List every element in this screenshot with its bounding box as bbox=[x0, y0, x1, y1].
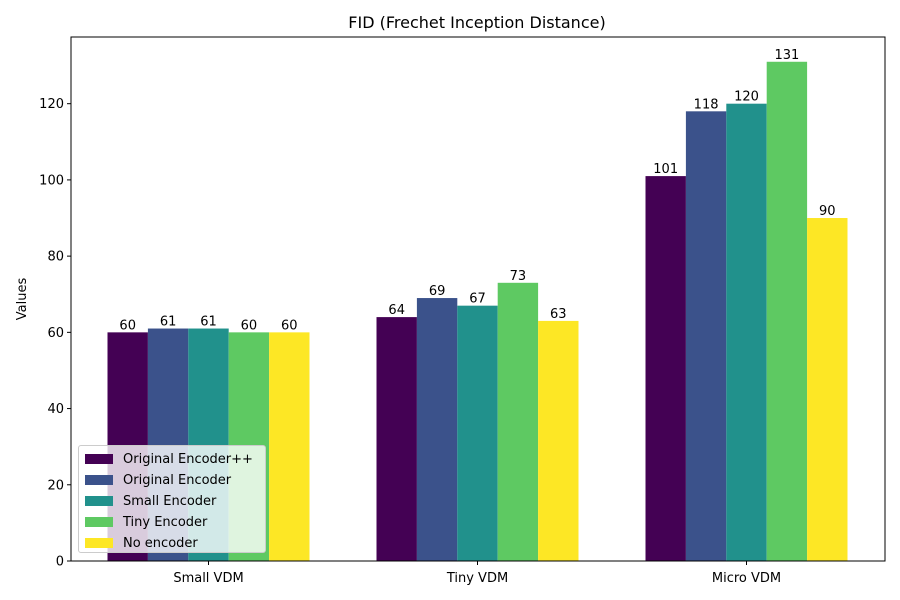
y-tick-label: 80 bbox=[47, 250, 64, 265]
y-axis-label: Values bbox=[15, 278, 30, 321]
legend-label: Tiny Encoder bbox=[123, 514, 208, 530]
legend-label: Original Encoder++ bbox=[123, 451, 253, 467]
bar bbox=[376, 317, 417, 561]
legend: Original Encoder++ Original Encoder Small … bbox=[78, 445, 266, 553]
bar bbox=[497, 282, 539, 561]
bar bbox=[726, 103, 767, 561]
legend-swatch bbox=[85, 517, 113, 527]
bar-value-label: 120 bbox=[734, 90, 759, 105]
x-tick-label: Micro VDM bbox=[712, 571, 781, 586]
y-tick-label: 120 bbox=[39, 97, 64, 112]
legend-swatch bbox=[85, 475, 113, 485]
legend-swatch bbox=[85, 454, 113, 464]
x-tick-label: Small VDM bbox=[173, 571, 243, 586]
bar bbox=[685, 111, 727, 561]
bar-value-label: 61 bbox=[160, 315, 177, 330]
bar-value-label: 69 bbox=[429, 284, 446, 299]
y-tick-label: 60 bbox=[47, 326, 64, 341]
bar bbox=[457, 305, 498, 561]
value-labels-group: 60 64 101 61 69 118 61 67 120 60 73 131 60 63 90 bbox=[119, 48, 835, 334]
bar bbox=[766, 61, 808, 562]
bar-value-label: 101 bbox=[653, 162, 678, 177]
bar-value-label: 61 bbox=[200, 315, 217, 330]
bar bbox=[807, 218, 848, 561]
legend-item: Tiny Encoder bbox=[85, 512, 207, 532]
bar-value-label: 131 bbox=[774, 48, 799, 63]
bar-value-label: 63 bbox=[550, 307, 567, 322]
legend-swatch bbox=[85, 538, 113, 548]
legend-item: Original Encoder bbox=[85, 470, 231, 490]
y-tick-label: 20 bbox=[47, 478, 64, 493]
x-axis-ticks: Small VDM Tiny VDM Micro VDM bbox=[173, 561, 781, 586]
bar-value-label: 67 bbox=[469, 292, 486, 307]
bar bbox=[538, 320, 579, 561]
legend-label: Original Encoder bbox=[123, 472, 232, 488]
legend-label: Small Encoder bbox=[123, 493, 217, 509]
legend-item: No encoder bbox=[85, 533, 198, 553]
bar-value-label: 73 bbox=[510, 269, 527, 284]
chart-title: FID (Frechet Inception Distance) bbox=[348, 13, 605, 32]
bar bbox=[645, 176, 686, 561]
bar bbox=[269, 332, 310, 561]
x-tick-label: Tiny VDM bbox=[446, 571, 508, 586]
bar bbox=[416, 298, 458, 561]
legend-item: Original Encoder++ bbox=[85, 449, 253, 469]
y-tick-label: 0 bbox=[56, 555, 64, 570]
bar-value-label: 90 bbox=[819, 204, 836, 219]
y-axis-ticks: 0 20 40 60 80 100 120 bbox=[39, 97, 71, 570]
bar-value-label: 60 bbox=[241, 318, 258, 333]
bar-value-label: 118 bbox=[694, 97, 719, 112]
bar-value-label: 64 bbox=[388, 303, 405, 318]
plot-frame bbox=[70, 36, 886, 562]
legend-label: No encoder bbox=[123, 535, 198, 551]
legend-item: Small Encoder bbox=[85, 491, 216, 511]
legend-swatch bbox=[85, 496, 113, 506]
bar-value-label: 60 bbox=[281, 318, 298, 333]
y-tick-label: 100 bbox=[39, 173, 64, 188]
y-tick-label: 40 bbox=[47, 402, 64, 417]
bar-value-label: 60 bbox=[119, 318, 136, 333]
